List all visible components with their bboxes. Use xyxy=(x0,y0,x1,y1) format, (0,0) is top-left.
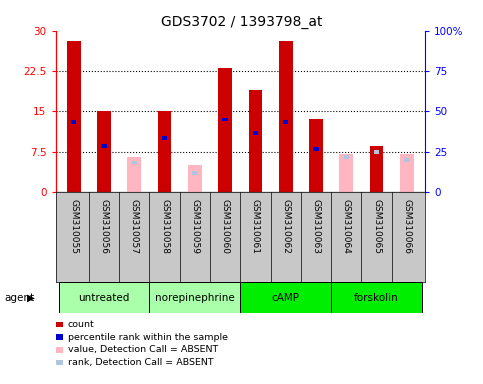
Text: GSM310059: GSM310059 xyxy=(190,199,199,254)
Text: GSM310062: GSM310062 xyxy=(281,199,290,254)
Bar xyxy=(128,157,141,192)
Text: norepinephrine: norepinephrine xyxy=(155,293,235,303)
Bar xyxy=(340,154,353,192)
Bar xyxy=(331,282,422,313)
Text: forskolin: forskolin xyxy=(354,293,399,303)
Text: GSM310066: GSM310066 xyxy=(402,199,412,254)
Text: GSM310058: GSM310058 xyxy=(160,199,169,254)
Bar xyxy=(192,171,198,175)
Bar xyxy=(279,41,293,192)
Text: untreated: untreated xyxy=(78,293,130,303)
Bar xyxy=(370,146,384,192)
Bar xyxy=(249,90,262,192)
Bar xyxy=(374,150,379,154)
Bar xyxy=(374,150,379,154)
Bar xyxy=(101,144,107,148)
Text: count: count xyxy=(68,320,94,329)
Text: value, Detection Call = ABSENT: value, Detection Call = ABSENT xyxy=(68,345,218,354)
Text: percentile rank within the sample: percentile rank within the sample xyxy=(68,333,227,342)
Bar xyxy=(253,131,258,135)
Bar xyxy=(343,155,349,159)
Bar xyxy=(162,136,167,140)
Text: cAMP: cAMP xyxy=(272,293,300,303)
Bar xyxy=(58,282,149,313)
Bar xyxy=(97,111,111,192)
Text: rank, Detection Call = ABSENT: rank, Detection Call = ABSENT xyxy=(68,358,213,367)
Text: ▶: ▶ xyxy=(27,293,35,303)
Bar xyxy=(283,120,288,124)
Text: GSM310065: GSM310065 xyxy=(372,199,381,254)
Text: GSM310063: GSM310063 xyxy=(312,199,321,254)
Text: GDS3702 / 1393798_at: GDS3702 / 1393798_at xyxy=(161,15,322,29)
Bar xyxy=(188,165,202,192)
Text: agent: agent xyxy=(5,293,35,303)
Bar xyxy=(309,119,323,192)
Bar xyxy=(241,282,331,313)
Bar xyxy=(67,41,81,192)
Bar xyxy=(218,68,232,192)
Bar xyxy=(158,111,171,192)
Text: GSM310064: GSM310064 xyxy=(342,199,351,254)
Text: GSM310060: GSM310060 xyxy=(221,199,229,254)
Text: GSM310056: GSM310056 xyxy=(99,199,109,254)
Bar xyxy=(71,120,76,124)
Text: GSM310057: GSM310057 xyxy=(130,199,139,254)
Text: GSM310061: GSM310061 xyxy=(251,199,260,254)
Bar xyxy=(400,154,413,192)
Bar xyxy=(131,161,137,164)
Bar xyxy=(313,147,319,151)
Bar xyxy=(149,282,241,313)
Text: GSM310055: GSM310055 xyxy=(69,199,78,254)
Bar xyxy=(404,158,410,162)
Bar xyxy=(223,118,228,121)
